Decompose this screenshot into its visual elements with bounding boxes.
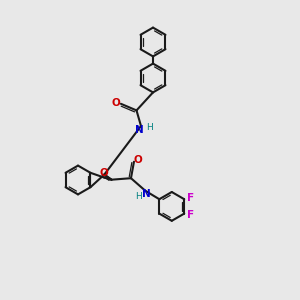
Text: F: F <box>187 193 194 203</box>
Text: H: H <box>135 192 142 201</box>
Text: H: H <box>146 123 153 132</box>
Text: O: O <box>133 155 142 165</box>
Text: N: N <box>142 189 150 200</box>
Text: O: O <box>111 98 120 108</box>
Text: N: N <box>135 124 144 135</box>
Text: O: O <box>100 168 109 178</box>
Text: F: F <box>187 209 194 220</box>
